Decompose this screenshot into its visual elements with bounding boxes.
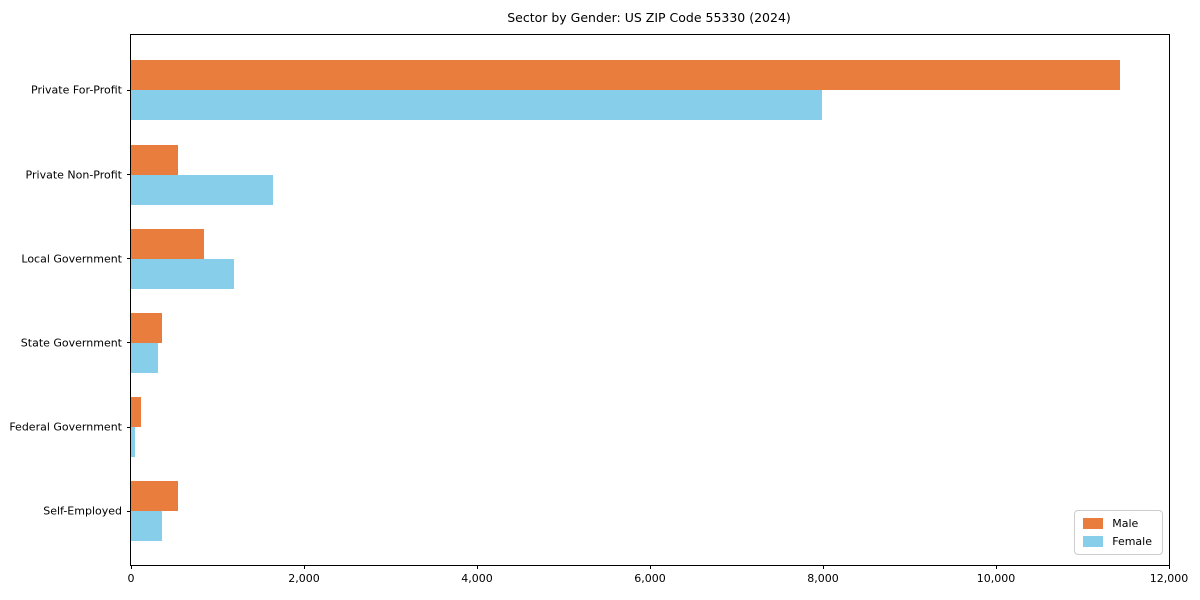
y-tick-label-federal-government: Federal Government <box>9 420 122 434</box>
y-tick-label-private-for-profit: Private For-Profit <box>31 83 122 97</box>
chart-title: Sector by Gender: US ZIP Code 55330 (202… <box>507 10 791 25</box>
y-tick <box>127 258 131 260</box>
bar-female-private-for-profit <box>131 90 823 121</box>
bar-male-local-government <box>131 228 204 259</box>
x-tick-label-0: 0 <box>127 572 135 585</box>
bar-male-private-for-profit <box>131 60 1120 91</box>
legend-label-female: Female <box>1112 535 1152 548</box>
bar-male-federal-government <box>131 397 142 428</box>
y-tick-label-local-government: Local Government <box>21 252 122 266</box>
bar-female-local-government <box>131 258 234 289</box>
y-tick-label-private-non-profit: Private Non-Profit <box>25 168 122 182</box>
bar-female-state-government <box>131 342 158 373</box>
x-tick-label-6-000: 6,000 <box>634 572 666 585</box>
y-tick <box>127 510 131 512</box>
bar-female-self-employed <box>131 511 163 542</box>
y-tick-label-state-government: State Government <box>20 336 122 350</box>
legend-swatch-male <box>1083 518 1104 529</box>
plot-area: Male Female Private For-Profit Private Non… <box>9 34 1188 585</box>
y-tick <box>127 89 131 91</box>
x-tick-label-8-000: 8,000 <box>807 572 839 585</box>
x-tick <box>1168 565 1170 569</box>
x-tick <box>476 565 478 569</box>
legend-label-male: Male <box>1112 517 1139 530</box>
x-tick-label-4-000: 4,000 <box>461 572 493 585</box>
legend: Male Female <box>1074 510 1163 555</box>
x-tick-label-2-000: 2,000 <box>288 572 320 585</box>
y-tick <box>127 174 131 176</box>
y-tick-label-self-employed: Self-Employed <box>43 504 122 518</box>
y-tick <box>127 342 131 344</box>
x-tick <box>130 565 132 569</box>
bar-female-private-non-profit <box>131 174 273 205</box>
bar-male-private-non-profit <box>131 144 179 175</box>
bar-female-federal-government <box>131 427 136 458</box>
bar-male-self-employed <box>131 481 179 512</box>
x-tick-label-12-000: 12,000 <box>1149 572 1189 585</box>
legend-item-female: Female <box>1083 535 1152 548</box>
x-tick <box>822 565 824 569</box>
x-tick-label-10-000: 10,000 <box>976 572 1016 585</box>
x-tick <box>649 565 651 569</box>
legend-item-male: Male <box>1083 517 1152 530</box>
legend-swatch-female <box>1083 536 1104 547</box>
bar-male-state-government <box>131 312 163 343</box>
y-tick <box>127 426 131 428</box>
x-tick <box>303 565 305 569</box>
x-tick <box>995 565 997 569</box>
